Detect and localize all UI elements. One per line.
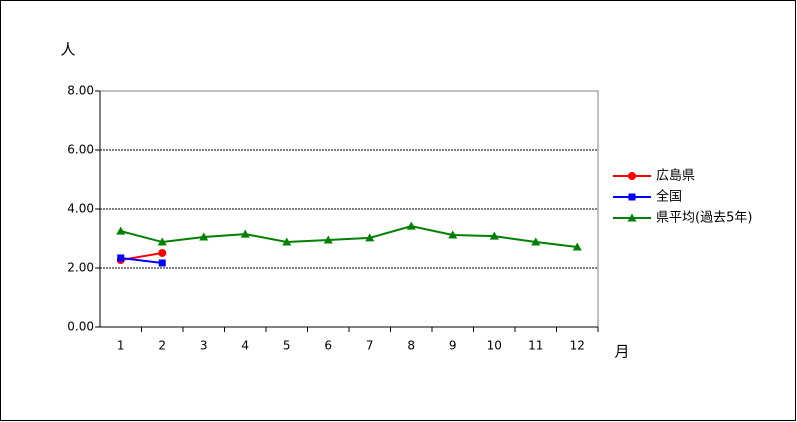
x-tick-label: 11	[528, 339, 543, 353]
point	[158, 248, 167, 257]
point	[448, 230, 458, 239]
point	[406, 221, 416, 230]
point	[240, 229, 250, 238]
y-tick-label: 8.00	[67, 84, 94, 98]
legend-label: 広島県	[656, 169, 695, 184]
x-axis-label: 月	[614, 343, 629, 361]
x-tick-label: 3	[200, 339, 208, 353]
point	[116, 226, 126, 235]
x-tick-label: 10	[487, 339, 502, 353]
x-tick-label: 7	[366, 339, 374, 353]
x-tick-label: 8	[407, 339, 415, 353]
point	[158, 259, 166, 267]
legend-marker	[627, 213, 637, 222]
series-line	[120, 256, 163, 264]
y-tick-label: 6.00	[67, 143, 94, 157]
y-tick-label: 4.00	[67, 202, 94, 216]
point	[199, 232, 209, 241]
x-tick-label: 12	[570, 339, 585, 353]
point	[323, 235, 333, 244]
y-axis-label: 人	[60, 41, 75, 59]
y-tick-label: 0.00	[67, 320, 94, 334]
legend-marker	[628, 172, 636, 180]
legend-label: 全国	[656, 189, 682, 205]
legend-label: 県平均(過去5年)	[656, 211, 752, 226]
series-line	[120, 225, 578, 249]
point	[282, 237, 292, 246]
x-tick-label: 4	[241, 339, 249, 353]
point	[365, 233, 375, 242]
point	[489, 231, 499, 240]
x-tick-label: 9	[449, 339, 457, 353]
x-tick-label: 5	[283, 339, 291, 353]
legend-marker	[628, 193, 636, 201]
point	[117, 254, 125, 262]
x-tick-label: 6	[324, 339, 332, 353]
point	[572, 242, 582, 251]
x-tick-label: 1	[117, 339, 125, 353]
point	[531, 237, 541, 246]
x-tick-label: 2	[158, 339, 166, 353]
point	[157, 237, 167, 246]
y-tick-label: 2.00	[67, 261, 94, 275]
